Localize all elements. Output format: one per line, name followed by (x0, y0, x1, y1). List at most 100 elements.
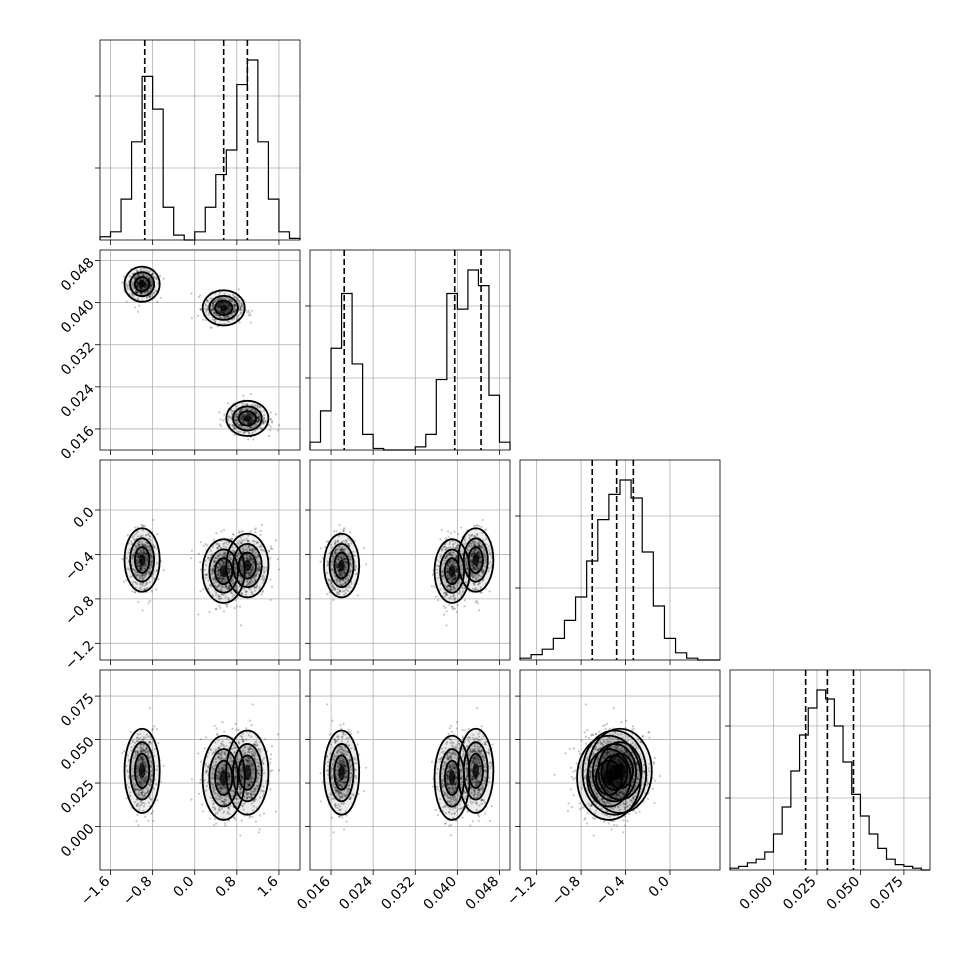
scatter-point (205, 298, 208, 302)
scatter-point (228, 308, 232, 311)
scatter-point (140, 292, 143, 295)
scatter-point (126, 533, 129, 537)
scatter-point (239, 624, 243, 627)
scatter-point (218, 304, 221, 307)
scatter-point (228, 308, 231, 312)
scatter-point (220, 530, 223, 533)
y-tick-label: 0.040 (58, 297, 98, 337)
scatter-point (149, 600, 152, 603)
scatter-point (128, 288, 131, 291)
scatter-point (247, 309, 250, 312)
scatter-point (217, 307, 220, 310)
scatter-point (142, 274, 145, 277)
scatter-point (148, 295, 152, 298)
scatter-point (139, 273, 142, 276)
scatter-point (129, 730, 132, 734)
scatter-point (460, 526, 463, 529)
scatter-point (227, 304, 230, 307)
scatter-point (149, 279, 153, 283)
scatter-point (133, 277, 137, 280)
scatter-point (213, 299, 217, 302)
scatter-point (228, 299, 231, 302)
scatter-point (142, 273, 145, 276)
scatter-point (133, 277, 136, 280)
scatter-point (227, 298, 230, 301)
scatter-point (145, 285, 149, 288)
histogram-0 (99, 59, 301, 241)
scatter-point (145, 269, 148, 272)
scatter-point (238, 531, 241, 534)
scatter-point (204, 303, 207, 306)
scatter-point (217, 305, 220, 308)
scatter-point (453, 530, 456, 533)
scatter-point (343, 527, 346, 530)
scatter-point (215, 299, 218, 302)
y-tick-label: 0.032 (58, 339, 98, 379)
scatter-point (128, 275, 131, 278)
scatter-point (211, 305, 214, 308)
scatter-point (219, 302, 222, 305)
scatter-point (267, 434, 271, 437)
scatter-point (136, 285, 140, 288)
scatter-point (211, 308, 214, 311)
scatter-point (235, 605, 238, 608)
scatter-point (147, 602, 150, 605)
scatter-point (150, 284, 153, 287)
scatter-point (445, 624, 448, 627)
scatter-point (233, 307, 236, 310)
scatter-point (141, 525, 145, 528)
scatter-point (141, 272, 144, 275)
scatter-point (269, 545, 273, 548)
scatter-point (440, 528, 444, 531)
scatter-point (233, 303, 236, 306)
scatter-point (136, 284, 139, 287)
scatter-point (199, 294, 202, 297)
scatter-point (162, 277, 165, 280)
scatter-point (227, 305, 230, 308)
scatter-point (342, 530, 345, 533)
histogram-1 (309, 269, 511, 451)
scatter-point (463, 599, 467, 602)
scatter-point (259, 533, 262, 537)
scatter-point (145, 282, 148, 285)
scatter-point (233, 317, 236, 320)
scatter-point (214, 607, 218, 610)
scatter-point (204, 304, 207, 307)
scatter-point (218, 302, 221, 305)
histogram-2 (519, 479, 720, 661)
scatter-point (140, 279, 143, 282)
scatter-point (234, 308, 238, 311)
scatter-point (335, 530, 338, 533)
scatter-point (445, 610, 448, 613)
scatter-point (222, 311, 226, 315)
scatter-point (247, 438, 250, 441)
scatter-point (143, 287, 146, 290)
scatter-point (190, 549, 193, 552)
scatter-point (448, 603, 451, 606)
scatter-point (239, 308, 242, 311)
scatter-point (147, 275, 150, 279)
scatter-point (136, 298, 140, 301)
scatter-point (135, 281, 139, 284)
scatter-point (149, 296, 152, 299)
panel-2-1 (305, 459, 511, 665)
scatter-point (233, 607, 236, 610)
density-peak (219, 304, 228, 312)
scatter-point (139, 287, 142, 290)
scatter-point (439, 538, 442, 541)
scatter-point (126, 287, 129, 290)
scatter-point (218, 304, 222, 307)
scatter-point (135, 269, 139, 273)
scatter-point (332, 530, 336, 533)
scatter-point (153, 275, 156, 278)
density-peak (138, 281, 146, 288)
scatter-point (142, 287, 145, 291)
scatter-point (234, 310, 237, 313)
scatter-point (152, 291, 155, 295)
scatter-point (232, 533, 235, 536)
scatter-point (152, 518, 155, 522)
scatter-point (240, 306, 243, 309)
scatter-point (135, 291, 138, 294)
scatter-point (260, 593, 263, 596)
